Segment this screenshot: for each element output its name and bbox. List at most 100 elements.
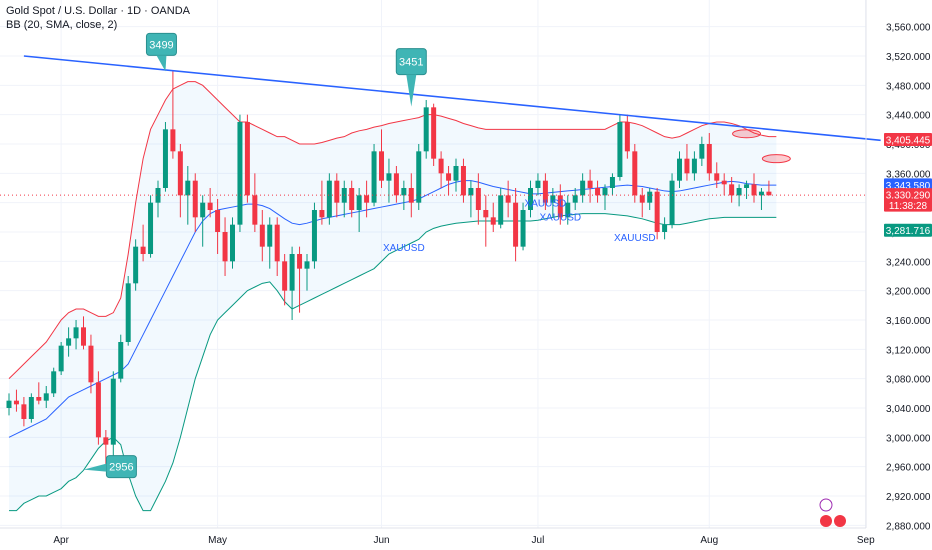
candle-body bbox=[475, 188, 481, 210]
candle bbox=[177, 144, 183, 218]
candle-body bbox=[185, 180, 191, 196]
candle-body bbox=[565, 202, 571, 218]
candle bbox=[609, 173, 615, 196]
candle-body bbox=[326, 180, 332, 218]
highlight-ellipse bbox=[732, 129, 762, 139]
candle-body bbox=[624, 122, 630, 152]
candle-body bbox=[677, 158, 682, 181]
candle-body bbox=[528, 188, 533, 210]
callout-label: 2956 bbox=[109, 462, 133, 474]
candle bbox=[408, 173, 414, 218]
candle-body bbox=[535, 180, 541, 188]
price-axis: 2,880.000 2,920.000 2,960.000 3,000.000 3,04… bbox=[865, 0, 931, 532]
candle-body bbox=[282, 261, 288, 291]
candle bbox=[58, 342, 64, 375]
candle bbox=[274, 217, 280, 276]
candle-body bbox=[200, 202, 206, 218]
candle-body bbox=[6, 400, 12, 408]
candle bbox=[81, 316, 86, 350]
candle bbox=[140, 224, 146, 262]
candle-body bbox=[669, 180, 675, 225]
candle bbox=[103, 430, 109, 467]
candle bbox=[43, 386, 49, 408]
candle bbox=[319, 180, 325, 225]
price-tag-label: 3,330.290 bbox=[886, 191, 931, 202]
candle-body bbox=[580, 180, 586, 196]
candle-body bbox=[73, 327, 79, 339]
indicator-label[interactable]: BB (20, SMA, close, 2) bbox=[6, 19, 118, 31]
candle-body bbox=[66, 338, 72, 346]
candle bbox=[639, 188, 645, 218]
price-tag: 11:38:28 bbox=[884, 198, 932, 212]
candle bbox=[36, 382, 42, 405]
candle-body bbox=[222, 232, 228, 262]
candle-body bbox=[28, 397, 34, 419]
price-tick-label: 3,360.000 bbox=[886, 169, 931, 180]
candle bbox=[490, 202, 496, 232]
candle bbox=[110, 371, 116, 456]
candle-body bbox=[595, 188, 601, 196]
candle bbox=[200, 195, 206, 247]
candle bbox=[289, 246, 295, 320]
candle bbox=[185, 166, 191, 225]
candle-body bbox=[438, 158, 444, 174]
candle-body bbox=[393, 173, 399, 196]
candle-body bbox=[453, 166, 459, 181]
candle bbox=[297, 246, 303, 313]
candle-body bbox=[632, 151, 638, 196]
candle-body bbox=[155, 188, 161, 203]
time-tick-label: Jul bbox=[532, 535, 545, 546]
price-tag-label: 3,405.445 bbox=[886, 136, 931, 147]
candle bbox=[304, 254, 310, 291]
candle bbox=[237, 114, 243, 232]
candle bbox=[550, 188, 556, 218]
price-callout: 3451 bbox=[395, 48, 427, 107]
candle bbox=[73, 320, 79, 350]
candle-body bbox=[215, 210, 221, 232]
candle-body bbox=[252, 195, 258, 225]
candle bbox=[446, 166, 452, 196]
candle-body bbox=[706, 144, 712, 174]
candle-body bbox=[542, 180, 548, 203]
candle-body bbox=[267, 224, 273, 247]
candle-body bbox=[736, 188, 742, 196]
candle-body bbox=[125, 283, 131, 342]
candle-body bbox=[602, 188, 608, 196]
candle bbox=[88, 334, 94, 394]
flag-icon bbox=[834, 515, 846, 527]
candle bbox=[595, 180, 601, 203]
candle-body bbox=[140, 246, 146, 254]
callout-label: 3499 bbox=[149, 39, 173, 51]
callout-pointer bbox=[83, 463, 107, 472]
lightning-icon bbox=[819, 498, 833, 512]
candle bbox=[632, 144, 638, 203]
candle bbox=[766, 180, 772, 196]
symbol-title[interactable]: Gold Spot / U.S. Dollar · 1D · OANDA bbox=[6, 5, 190, 17]
candle bbox=[170, 70, 176, 159]
price-tick-label: 3,440.000 bbox=[886, 111, 931, 122]
candle bbox=[356, 188, 362, 232]
candle-body bbox=[230, 224, 235, 262]
flag-icon bbox=[820, 515, 832, 527]
candle bbox=[252, 173, 258, 232]
candle-body bbox=[311, 210, 317, 262]
price-tick-label: 3,480.000 bbox=[886, 81, 931, 92]
candle-body bbox=[647, 191, 653, 203]
price-tag-label: 3,343.580 bbox=[886, 181, 931, 192]
price-tick-label: 3,080.000 bbox=[886, 375, 931, 386]
candle-body bbox=[319, 210, 325, 218]
highlight-ellipse bbox=[761, 154, 791, 164]
candle bbox=[230, 217, 235, 269]
candle-body bbox=[356, 195, 362, 210]
candle-body bbox=[58, 345, 64, 372]
candle bbox=[6, 393, 12, 416]
candle bbox=[587, 169, 593, 203]
candle-body bbox=[699, 144, 705, 159]
candle bbox=[95, 371, 101, 445]
candle bbox=[475, 173, 481, 225]
price-tag-box bbox=[884, 188, 932, 202]
candle bbox=[460, 158, 466, 203]
price-tick-label: 3,000.000 bbox=[886, 433, 931, 444]
